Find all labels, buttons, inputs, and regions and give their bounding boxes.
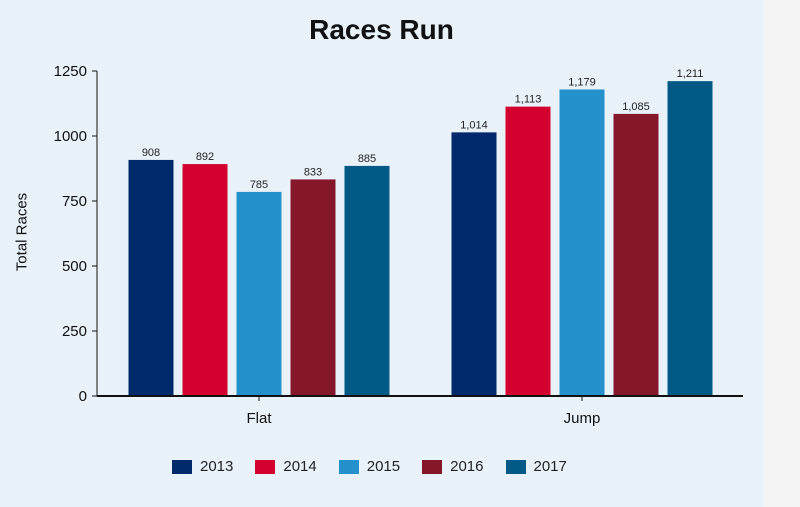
bar-flat-2015 xyxy=(236,191,282,396)
data-label: 785 xyxy=(250,179,268,191)
legend-swatch xyxy=(505,459,526,474)
legend-label: 2015 xyxy=(366,458,401,475)
legend-item-2014: 2014 xyxy=(255,458,317,475)
data-label: 908 xyxy=(142,147,160,159)
data-label: 833 xyxy=(304,166,322,178)
legend-swatch xyxy=(338,459,359,474)
bar-flat-2013 xyxy=(128,159,174,396)
x-tick-label: Flat xyxy=(246,410,272,427)
bar-jump-2013 xyxy=(451,132,497,397)
bar-flat-2016 xyxy=(290,179,336,396)
y-tick-label: 1250 xyxy=(54,63,87,80)
x-tick-label: Jump xyxy=(564,410,601,427)
legend-item-2013: 2013 xyxy=(172,458,233,475)
legend-label: 2014 xyxy=(283,458,317,475)
y-tick-label: 500 xyxy=(62,258,87,275)
legend-label: 2016 xyxy=(450,458,484,475)
chart-legend: 2013 2014 2015 2016 2017 xyxy=(172,458,589,475)
bar-jump-2016 xyxy=(613,113,659,397)
data-label: 1,113 xyxy=(515,94,542,106)
data-label: 1,211 xyxy=(677,68,704,80)
data-label: 1,179 xyxy=(568,76,596,88)
bar-chart: 0 250 500 750 1000 1250 908 892 785 833 885 Flat 1,0… xyxy=(54,63,743,427)
data-label: 892 xyxy=(196,151,214,163)
legend-item-2016: 2016 xyxy=(422,458,484,475)
page-margin xyxy=(763,0,800,507)
y-axis-label: Total Races xyxy=(13,192,31,272)
y-tick-label: 0 xyxy=(79,388,87,405)
data-label: 1,085 xyxy=(622,101,650,113)
legend-swatch xyxy=(255,459,276,474)
legend-label: 2013 xyxy=(200,458,234,475)
legend-item-2017: 2017 xyxy=(505,458,567,475)
y-tick-label: 250 xyxy=(62,323,87,340)
y-tick-label: 750 xyxy=(62,193,87,210)
legend-swatch xyxy=(422,459,443,474)
bar-flat-2014 xyxy=(182,164,228,396)
data-label: 1,014 xyxy=(460,119,488,131)
chart-panel: Races Run 0 250 500 750 1000 1250 908 892 785 833… xyxy=(13,14,743,475)
bar-jump-2014 xyxy=(505,106,551,397)
y-tick-label: 1000 xyxy=(54,128,87,145)
legend-label: 2017 xyxy=(533,458,567,475)
legend-item-2015: 2015 xyxy=(338,458,401,475)
chart-title: Races Run xyxy=(309,14,454,45)
legend-swatch xyxy=(172,459,192,474)
data-label: 885 xyxy=(358,153,376,165)
bar-jump-2017 xyxy=(667,81,713,396)
bar-flat-2017 xyxy=(344,165,390,396)
bar-jump-2015 xyxy=(559,89,605,397)
